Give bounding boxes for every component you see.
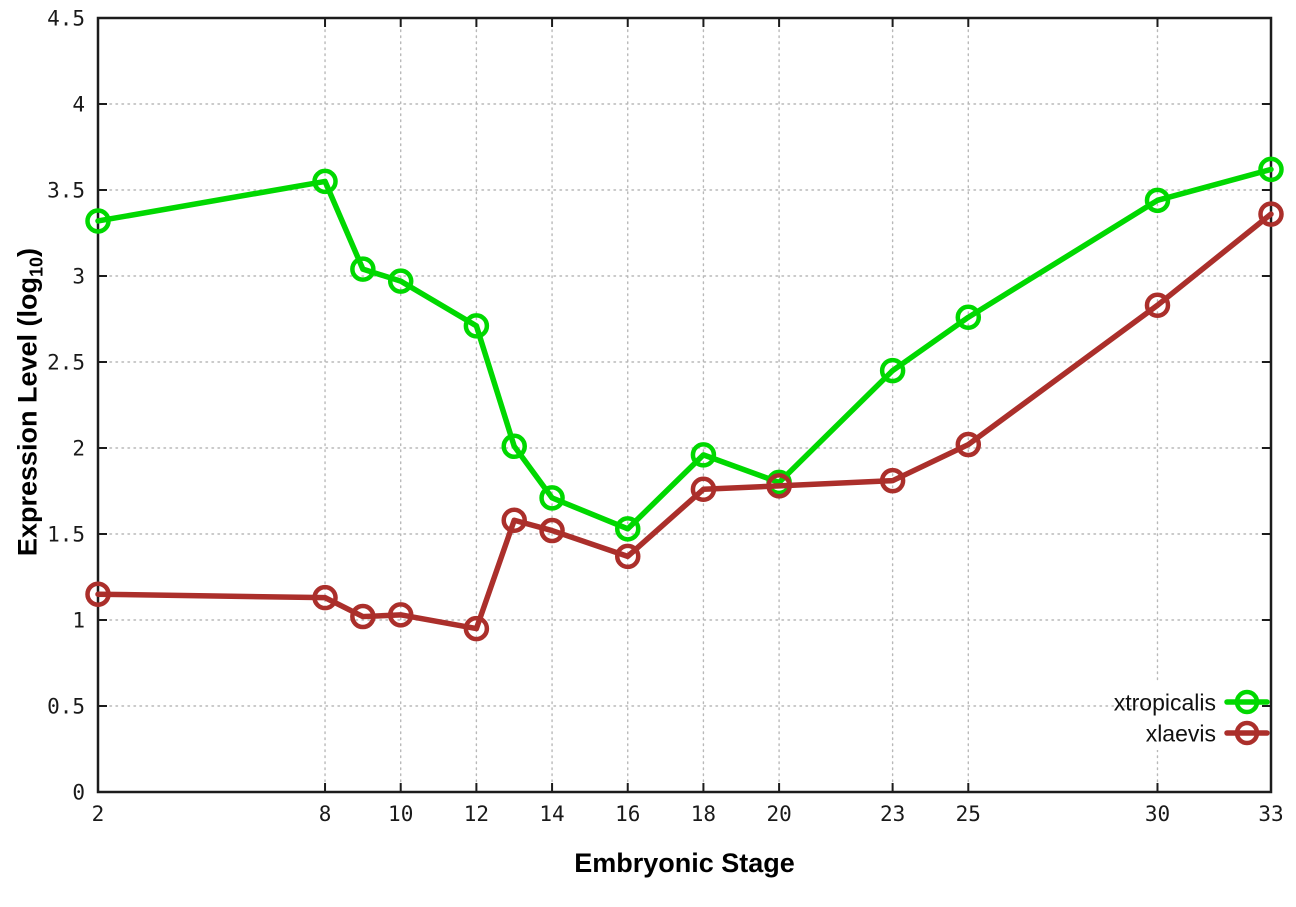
data-point-marker: [690, 476, 717, 503]
data-point-marker: [1258, 156, 1284, 183]
series-xlaevis: [85, 201, 1284, 642]
data-point-marker: [614, 516, 641, 542]
data-point-marker: [766, 473, 792, 499]
data-point-marker: [1258, 201, 1284, 227]
x-tick-label: 14: [539, 802, 564, 826]
series-line: [95, 166, 1274, 532]
x-tick-label: 23: [880, 802, 905, 826]
y-axis-title-subscript: 10: [26, 256, 47, 277]
y-tick-label: 3.5: [47, 179, 85, 203]
legend-point-sample: [1234, 689, 1260, 715]
x-axis-title: Embryonic Stage: [574, 848, 795, 878]
data-point-marker: [312, 584, 338, 611]
x-tick-label: 16: [615, 802, 640, 826]
y-axis-title-suffix: ): [12, 247, 43, 257]
data-point-marker: [879, 467, 906, 494]
data-point-marker: [879, 357, 906, 384]
y-tick-label: 0.5: [47, 695, 85, 719]
series-xtropicalis: [85, 156, 1284, 542]
plot-border: [96, 16, 1273, 794]
data-point-marker: [350, 603, 376, 630]
y-axis-title: Expression Level (log10): [13, 248, 48, 556]
legend: xtropicalis xlaevis: [1114, 689, 1270, 746]
data-point-marker: [614, 543, 641, 570]
data-point-marker: [387, 268, 414, 294]
y-tick-label: 0: [72, 781, 85, 805]
data-point-marker: [312, 168, 338, 195]
data-point-marker: [501, 507, 527, 533]
x-tick-label: 8: [319, 802, 332, 826]
data-point-marker: [387, 602, 414, 628]
data-point-marker: [1144, 187, 1171, 214]
y-axis-title-text: Expression Level (log: [12, 276, 43, 557]
x-tick-label: 2: [92, 802, 105, 826]
x-tick-label: 12: [464, 802, 489, 826]
y-tick-label: 4.5: [47, 7, 85, 31]
data-point-marker: [539, 485, 565, 511]
data-point-marker: [85, 208, 111, 234]
x-tick-label: 18: [691, 802, 716, 826]
y-tick-label: 1.5: [47, 523, 85, 547]
x-tick-label: 20: [766, 802, 791, 826]
data-point-marker: [463, 615, 490, 642]
data-point-marker: [955, 431, 982, 458]
y-tick-label: 2: [72, 437, 85, 461]
legend-label-xlaevis: xlaevis: [1146, 720, 1216, 746]
x-tick-label: 30: [1145, 802, 1170, 826]
y-tick-labels: 0 0.5 1 1.5 2 2.5 3 3.5 4 4.5: [47, 7, 85, 805]
data-point-marker: [955, 304, 982, 331]
x-tick-label: 33: [1258, 802, 1283, 826]
y-tick-label: 2.5: [47, 351, 85, 375]
data-point-marker: [350, 256, 376, 282]
legend-label-xtropicalis: xtropicalis: [1114, 689, 1216, 715]
data-point-marker: [463, 313, 490, 339]
x-tick-label: 10: [388, 802, 413, 826]
data-point-marker: [85, 581, 111, 607]
y-tick-label: 4: [72, 93, 85, 117]
axis-ticks: [97, 17, 1272, 793]
data-point-marker: [690, 442, 717, 468]
data-point-marker: [539, 517, 565, 544]
x-tick-labels: 2 8 10 12 14 16 18 20 23 25 30 33: [92, 802, 1284, 826]
data-point-marker: [1144, 292, 1171, 318]
y-tick-label: 1: [72, 609, 85, 633]
x-tick-label: 25: [956, 802, 981, 826]
y-tick-label: 3: [72, 265, 85, 289]
gridlines: [97, 17, 1272, 793]
legend-point-sample: [1234, 720, 1260, 746]
data-point-marker: [501, 433, 527, 460]
series-line: [95, 211, 1274, 632]
